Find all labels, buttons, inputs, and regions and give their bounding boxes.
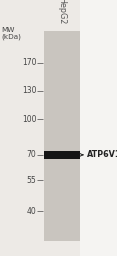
Bar — [80, 0, 117, 256]
Text: HepG2: HepG2 — [58, 0, 66, 24]
Text: 130: 130 — [22, 86, 37, 95]
Text: 70: 70 — [27, 150, 37, 159]
Bar — [44, 31, 80, 241]
Text: 100: 100 — [22, 114, 37, 124]
Text: 170: 170 — [22, 58, 37, 67]
Text: 55: 55 — [27, 176, 37, 185]
Text: MW
(kDa): MW (kDa) — [1, 27, 21, 40]
Text: ATP6V1A: ATP6V1A — [87, 150, 117, 159]
Bar — [44, 151, 80, 159]
Text: 40: 40 — [27, 207, 37, 216]
